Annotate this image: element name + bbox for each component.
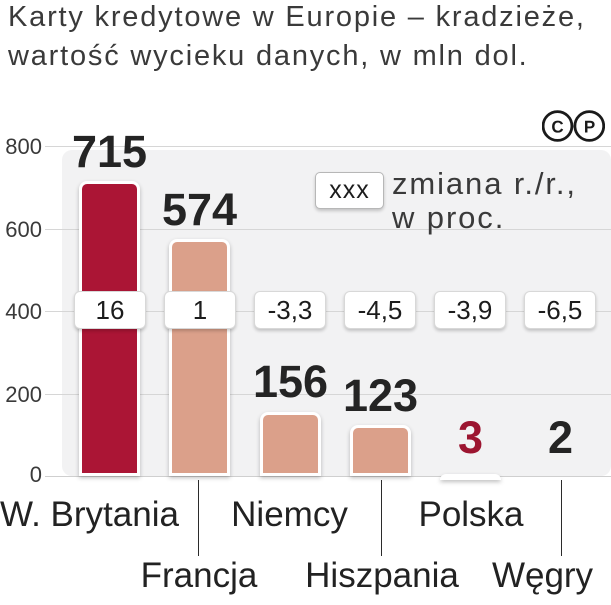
svg-text:C: C (551, 117, 563, 136)
svg-text:P: P (584, 117, 595, 136)
